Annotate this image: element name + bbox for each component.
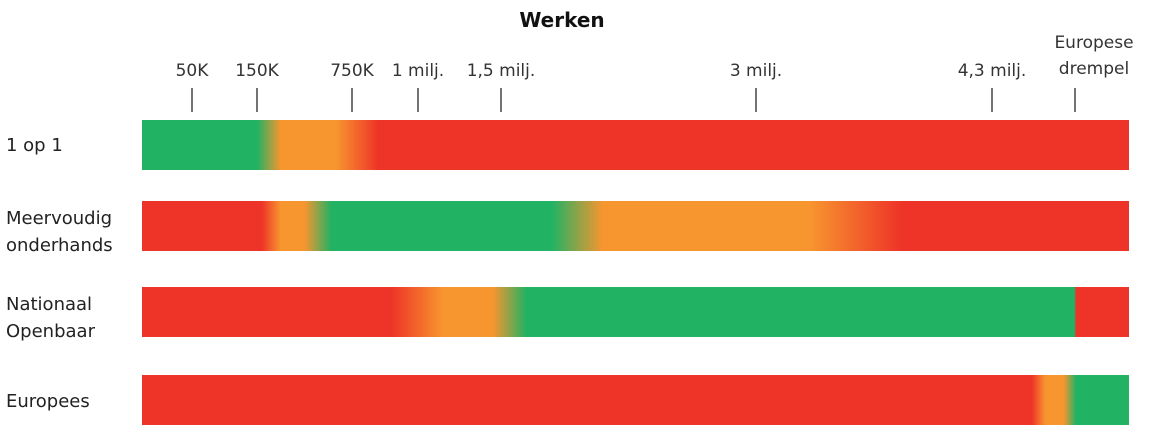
row-bar xyxy=(142,287,1129,337)
tick-label: 4,3 milj. xyxy=(958,61,1027,81)
tick-label: 50K xyxy=(176,61,210,81)
row-bar xyxy=(142,201,1129,251)
tick-label: Europese drempel xyxy=(1054,33,1133,79)
row-label: 1 op 1 xyxy=(6,135,63,156)
tick-label: 3 milj. xyxy=(730,61,782,81)
row-bar xyxy=(142,120,1129,170)
row-label: Nationaal Openbaar xyxy=(6,294,96,342)
tick-label: 1 milj. xyxy=(392,61,444,81)
row-label: Europees xyxy=(6,391,90,412)
chart-title: Werken xyxy=(519,8,604,32)
tick-label: 750K xyxy=(330,61,374,81)
row-label: Meervoudig onderhands xyxy=(6,208,113,256)
row-bar xyxy=(142,375,1129,425)
tick-label: 1,5 milj. xyxy=(467,61,536,81)
tick-label: 150K xyxy=(235,61,279,81)
